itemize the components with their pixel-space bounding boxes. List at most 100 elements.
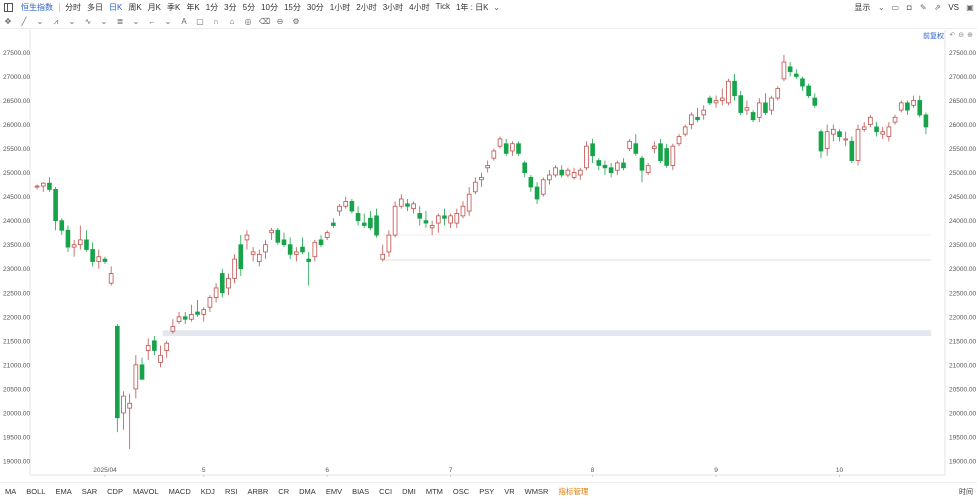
zoom-in-icon[interactable]: ⊕ <box>967 32 973 39</box>
x-axis-tick-label: 9 <box>714 467 718 474</box>
arrow-tool-icon[interactable]: ← <box>148 16 156 26</box>
period-tab[interactable]: 1年 : 日K <box>455 3 489 12</box>
restore-right-button[interactable]: 前复权 <box>923 33 944 40</box>
undo-icon[interactable]: ↶ <box>949 32 956 39</box>
vs-button[interactable]: VS <box>948 3 959 12</box>
y-axis-tick-label: 21500.00 <box>3 338 30 345</box>
share-icon[interactable]: ⇗ <box>933 2 941 12</box>
candle-body <box>90 249 95 262</box>
pencil-icon[interactable]: ✎ <box>919 2 927 12</box>
period-tab[interactable]: 5分 <box>242 3 256 12</box>
fibonacci-tool-icon[interactable]: ≣ <box>116 16 124 26</box>
chevron-down-icon[interactable]: ⌄ <box>164 16 172 26</box>
line-tool-icon[interactable]: ╱ <box>21 16 27 26</box>
price-gap-band <box>162 330 931 337</box>
x-axis-tick-label: 7 <box>449 467 453 474</box>
indicator-tab[interactable]: CR <box>278 487 290 496</box>
y-axis-tick-label-right: 20500.00 <box>949 386 976 393</box>
indicator-tab[interactable]: SAR <box>81 487 98 496</box>
y-axis-tick-label: 20500.00 <box>3 386 30 393</box>
period-tab[interactable]: 15分 <box>283 3 301 12</box>
indicator-manage-button[interactable]: 指标管理 <box>558 487 589 496</box>
symbol-name[interactable]: 恒生指数 <box>21 3 53 12</box>
candle-body <box>287 244 293 255</box>
period-tab[interactable]: 3分 <box>224 3 237 12</box>
indicator-tab[interactable]: RSI <box>224 487 238 496</box>
indicator-tab[interactable]: CCI <box>379 487 393 496</box>
chevron-down-icon[interactable]: ⌄ <box>493 2 500 12</box>
indicator-tab[interactable]: OSC <box>452 487 470 496</box>
indicator-tab[interactable]: ARBR <box>247 487 269 496</box>
indicator-tab[interactable]: MA <box>5 487 17 496</box>
kline-chart-svg[interactable]: 19000.00 19000.00 19500.00 19500.00 20000.00… <box>0 30 977 482</box>
indicator-tab[interactable]: PSY <box>479 487 495 496</box>
text-tool-icon[interactable]: A <box>181 16 187 26</box>
y-axis-tick-label-right: 25000.00 <box>949 170 976 177</box>
period-tab[interactable]: 日K <box>109 3 123 12</box>
period-tab[interactable]: 3小时 <box>382 3 404 12</box>
period-tab[interactable]: 年K <box>186 3 200 12</box>
candle-body <box>590 143 595 157</box>
y-axis-tick-label: 27500.00 <box>3 50 30 57</box>
y-axis-tick-label: 21000.00 <box>3 362 30 369</box>
candle-body <box>294 251 299 255</box>
candle-body <box>398 198 404 207</box>
chevron-down-icon[interactable]: ⌄ <box>36 16 44 26</box>
candle-body <box>608 167 614 173</box>
display-menu[interactable]: 显示 <box>854 3 871 12</box>
chevron-down-icon[interactable]: ⌄ <box>68 16 76 26</box>
indicator-tab[interactable]: KDJ <box>200 487 215 496</box>
trash-icon[interactable]: ⌫ <box>259 16 271 26</box>
period-tab[interactable]: Tick <box>435 2 450 11</box>
candle-body <box>466 193 472 212</box>
rectangle-icon[interactable]: ▭ <box>891 2 900 12</box>
camera-icon[interactable]: ◘ <box>906 2 912 12</box>
period-tab[interactable]: 季K <box>167 3 181 12</box>
link-icon[interactable]: ⊖ <box>276 16 284 26</box>
period-tab[interactable]: 4小时 <box>409 3 430 12</box>
indicator-tab[interactable]: DMI <box>402 487 416 496</box>
period-tab[interactable]: 分时 <box>65 3 81 12</box>
magnet-icon[interactable]: ∩ <box>213 16 219 26</box>
indicator-tab[interactable]: MACD <box>168 487 191 496</box>
indicator-tab[interactable]: MTM <box>425 487 443 496</box>
polyline-tool-icon[interactable]: ⩘ <box>53 16 59 26</box>
time-label[interactable]: 时间 <box>959 489 973 496</box>
period-tab[interactable]: 2小时 <box>356 3 377 12</box>
indicator-tab[interactable]: MAVOL <box>132 487 159 496</box>
indicator-tab[interactable]: DMA <box>299 487 316 496</box>
candle-body <box>152 340 157 351</box>
lock-icon[interactable]: ⌂ <box>229 16 235 26</box>
wave-tool-icon[interactable]: ∿ <box>84 16 92 26</box>
period-tab[interactable]: 1小时 <box>329 3 351 12</box>
period-tab[interactable]: 多日 <box>87 3 103 12</box>
indicator-tab[interactable]: WMSR <box>524 487 549 496</box>
indicator-tab[interactable]: EMV <box>325 487 343 496</box>
kline-chart[interactable]: 19000.00 19000.00 19500.00 19500.00 20000.00… <box>0 30 977 482</box>
candle-body <box>547 174 552 181</box>
candle-body <box>775 88 781 99</box>
chevron-down-icon[interactable]: ⌄ <box>877 2 885 12</box>
period-tab[interactable]: 周K <box>128 3 142 12</box>
chevron-down-icon[interactable]: ⌄ <box>100 16 108 26</box>
top-right-tools: 显示 ⌄ ▭ ◘ ✎ ⇗ VS ▣ <box>850 0 977 15</box>
indicator-tab[interactable]: CDP <box>107 487 123 496</box>
eye-icon[interactable]: ◎ <box>244 16 252 26</box>
indicator-tab[interactable]: EMA <box>55 487 72 496</box>
settings-icon[interactable]: ⚙ <box>292 16 300 26</box>
period-tab[interactable]: 30分 <box>306 3 324 12</box>
chevron-down-icon[interactable]: ⌄ <box>132 16 140 26</box>
indicator-tab[interactable]: BIAS <box>352 487 370 496</box>
window-toggle-icon[interactable] <box>4 3 13 12</box>
indicator-tab[interactable]: BOLL <box>26 487 46 496</box>
x-axis-tick-label: 8 <box>591 467 595 474</box>
comment-tool-icon[interactable]: ▢ <box>196 16 204 26</box>
period-tab[interactable]: 10分 <box>261 3 278 12</box>
indicator-tab[interactable]: VR <box>504 487 515 496</box>
y-axis-tick-label-right: 24500.00 <box>949 194 976 201</box>
crosshair-icon[interactable]: ✥ <box>4 16 12 26</box>
period-tab[interactable]: 月K <box>147 3 162 12</box>
panel-toggle-icon[interactable]: ▣ <box>966 2 974 12</box>
period-tab[interactable]: 1分 <box>205 3 219 12</box>
zoom-out-icon[interactable]: ⊖ <box>958 32 965 39</box>
